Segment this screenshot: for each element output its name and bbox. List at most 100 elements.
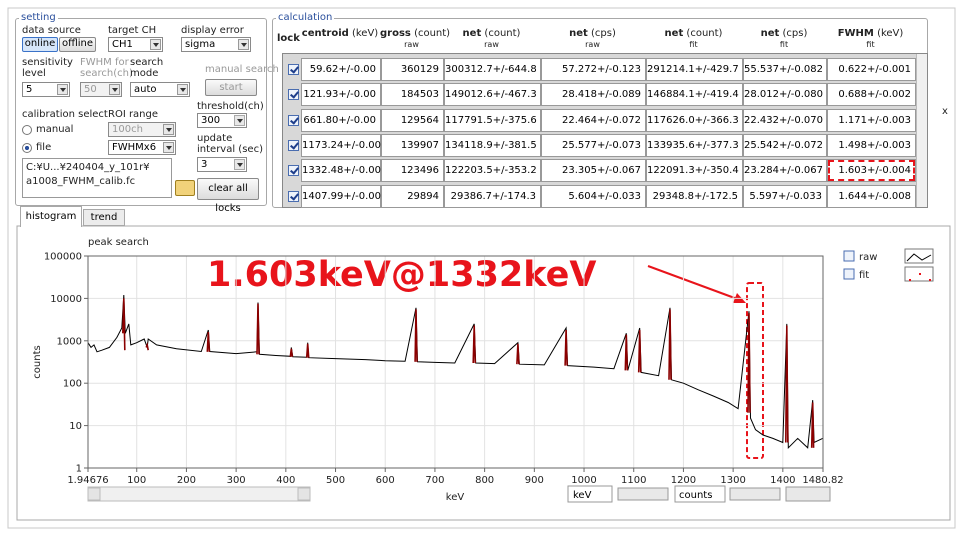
table-cell: 129564 [381, 108, 444, 132]
table-cell: 23.305+/-0.067 [541, 159, 646, 183]
header-unit: (count) [414, 28, 451, 39]
table-cell: 59.62+/-0.00 [301, 58, 381, 81]
legend-check[interactable] [843, 268, 855, 280]
radio[interactable] [22, 143, 32, 153]
scroll-right[interactable] [297, 487, 311, 501]
table-cell: 0.688+/-0.002 [827, 83, 916, 107]
header-unit: (cps) [782, 28, 808, 39]
label: target CH [108, 25, 157, 36]
table-cell: 360129 [381, 58, 444, 81]
lock-checkbox[interactable] [288, 165, 299, 177]
label: search mode [130, 57, 164, 79]
y-unit-box[interactable] [674, 485, 726, 503]
header-name: centroid [301, 28, 349, 39]
v-scrollbar[interactable] [916, 54, 927, 207]
table-cell: 117626.0+/-366.3 [646, 108, 743, 132]
lock-checkbox[interactable] [288, 89, 299, 101]
x-unit: keV [573, 490, 592, 501]
label: sensitivity level [22, 57, 73, 79]
x-tick-label: 900 [525, 475, 544, 486]
legend-icon [904, 248, 934, 264]
table-cell: 29894 [381, 184, 444, 208]
x-axis-label: keV [446, 492, 465, 503]
table-cell: 1332.48+/-0.00 [301, 159, 381, 183]
header-name: net [569, 28, 588, 39]
h-scrollbar[interactable] [87, 486, 311, 502]
table-cell: 55.537+/-0.082 [743, 58, 827, 81]
table-cell: 300312.7+/-644.8 [444, 58, 541, 81]
column-header: FWHM (keV) [826, 28, 915, 39]
table-cell: 184503 [381, 83, 444, 107]
series-line [87, 294, 823, 449]
column-header: net (cps) [742, 28, 826, 39]
x-tick-label: 1000 [571, 475, 596, 486]
tab[interactable]: histogram [20, 206, 82, 227]
close[interactable]: x [942, 106, 948, 117]
table-cell: 57.272+/-0.123 [541, 58, 646, 81]
lock-checkbox[interactable] [288, 190, 299, 202]
y-tick-label: 1000 [57, 336, 82, 347]
toggle-button[interactable]: online [22, 37, 58, 52]
dropdown[interactable]: auto [130, 82, 190, 97]
table-cell: 134118.9+/-381.5 [444, 133, 541, 157]
header-unit: (count) [686, 28, 723, 39]
table-cell: 1.171+/-0.003 [827, 108, 916, 132]
folder-button[interactable] [175, 180, 195, 196]
dropdown: 50 [80, 82, 122, 97]
label: threshold(ch) [197, 101, 264, 112]
header-name: net [760, 28, 780, 39]
lock-checkbox[interactable] [288, 139, 299, 151]
tab[interactable]: trend [83, 209, 125, 226]
legend-check[interactable] [843, 250, 855, 262]
table-cell: 661.80+/-0.00 [301, 108, 381, 132]
toggle-button[interactable]: offline [59, 37, 96, 52]
table-cell: 5.597+/-0.033 [743, 184, 827, 208]
header-sub: raw [585, 40, 600, 49]
table-cell: 123496 [381, 159, 444, 183]
x-tick-label: 200 [177, 475, 196, 486]
y-tick-label: 10000 [50, 294, 82, 305]
table-cell: 133935.6+/-377.3 [646, 133, 743, 157]
path-line: a1008_FWHM_calib.fc [26, 176, 136, 187]
table-cell: 117791.5+/-375.6 [444, 108, 541, 132]
table-cell: 25.577+/-0.073 [541, 133, 646, 157]
header-sub: fit [866, 40, 875, 49]
table-cell: 139907 [381, 133, 444, 157]
dropdown[interactable]: CH1 [108, 37, 163, 52]
dropdown[interactable]: 5 [22, 82, 70, 97]
x-scale-tools[interactable] [617, 487, 669, 501]
legend-swatch [929, 279, 931, 281]
table-cell: 149012.6+/-467.3 [444, 83, 541, 107]
table-cell: 28.012+/-0.080 [743, 83, 827, 107]
x-tick-label: 700 [425, 475, 444, 486]
chart-title: peak search [88, 237, 149, 248]
lock-checkbox[interactable] [288, 114, 299, 126]
scroll-left[interactable] [87, 487, 101, 501]
column-header: net (cps) [540, 28, 645, 39]
number-input[interactable]: 300 [197, 113, 247, 128]
label: update interval (sec) [197, 133, 263, 155]
number-input[interactable]: 3 [197, 157, 247, 172]
column-header: gross (count) [380, 28, 450, 39]
header-name: net [462, 28, 482, 39]
header-name: net [664, 28, 684, 39]
results-table: 59.62+/-0.00 360129 300312.7+/-644.8 57.272… [282, 53, 928, 208]
y-axis-label: counts [32, 345, 43, 378]
dropdown[interactable]: sigma [181, 37, 251, 52]
x-unit-box[interactable] [567, 485, 613, 503]
table-cell: 29348.8+/-172.5 [646, 184, 743, 208]
table-cell: 25.542+/-0.072 [743, 133, 827, 157]
radio[interactable] [22, 125, 32, 135]
graph-tools[interactable] [785, 486, 831, 502]
lock-checkbox[interactable] [288, 64, 299, 75]
header-unit: (keV) [877, 28, 904, 39]
button[interactable]: clear all locks [197, 178, 259, 214]
label: ROI range [108, 109, 159, 120]
dropdown: 100ch [108, 122, 176, 137]
header-name: FWHM [837, 28, 874, 39]
dropdown[interactable]: FWHMx6 [108, 140, 176, 155]
y-scale-tools[interactable] [729, 487, 781, 501]
header-sub: fit [689, 40, 698, 49]
x-tick-label: 1100 [621, 475, 646, 486]
